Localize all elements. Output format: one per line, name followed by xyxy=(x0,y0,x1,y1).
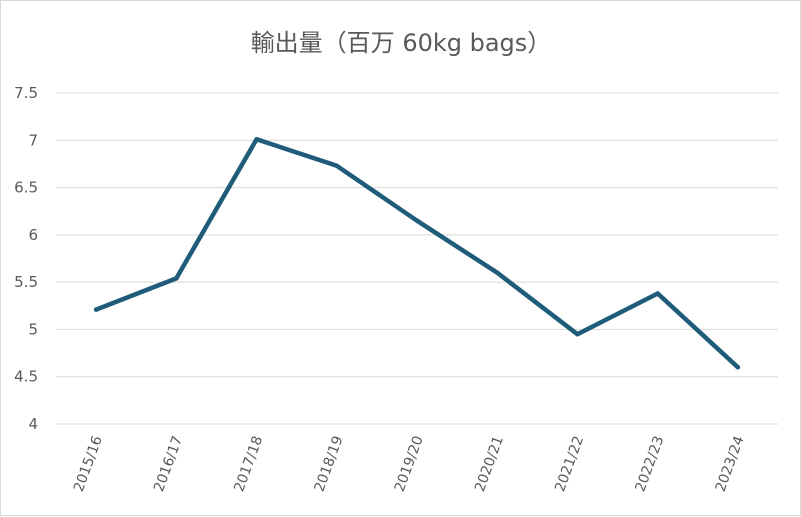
y-tick-label: 5 xyxy=(28,320,38,338)
data-point xyxy=(735,365,741,370)
x-tick-label: 2022/23 xyxy=(632,434,667,494)
data-point xyxy=(174,276,179,281)
y-tick-label: 6 xyxy=(28,226,38,244)
gridlines xyxy=(56,92,778,425)
chart-title: 輸出量（百万 60kg bags） xyxy=(251,29,552,57)
y-tick-label: 6.5 xyxy=(14,179,38,197)
y-axis-ticks: 4 4.5 5 5.5 6 6.5 7 7.5 xyxy=(14,84,38,433)
data-point xyxy=(575,331,580,337)
x-tick-label: 2017/18 xyxy=(231,434,266,494)
data-point xyxy=(254,137,259,142)
data-point xyxy=(93,307,99,312)
y-tick-label: 7 xyxy=(28,131,38,149)
series-line xyxy=(93,137,741,370)
series-layer xyxy=(93,137,741,370)
x-tick-label: 2016/17 xyxy=(151,434,186,494)
x-tick-label: 2015/16 xyxy=(71,434,106,494)
x-tick-label: 2023/24 xyxy=(713,434,748,494)
y-tick-label: 4.5 xyxy=(14,368,38,386)
data-point xyxy=(655,291,660,296)
data-point xyxy=(414,218,420,223)
x-tick-label: 2019/20 xyxy=(392,434,427,494)
data-point xyxy=(495,270,500,275)
y-tick-label: 4 xyxy=(28,415,38,433)
y-tick-label: 7.5 xyxy=(14,84,38,102)
x-tick-label: 2020/21 xyxy=(472,434,507,494)
x-axis-ticks: 2015/16 2016/17 2017/18 2018/19 2019/20 2020/… xyxy=(71,434,748,494)
data-point xyxy=(334,163,339,169)
x-tick-label: 2018/19 xyxy=(312,434,347,494)
x-tick-label: 2021/22 xyxy=(552,434,587,494)
y-tick-label: 5.5 xyxy=(14,273,38,291)
